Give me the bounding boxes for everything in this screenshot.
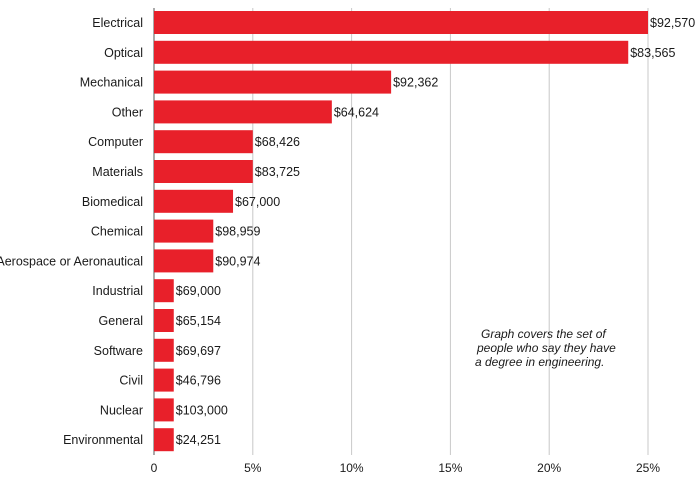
bar-industrial bbox=[154, 279, 174, 303]
bar-electrical bbox=[154, 11, 648, 34]
data-label: $69,000 bbox=[176, 284, 221, 298]
data-label: $67,000 bbox=[235, 195, 280, 209]
data-label: $68,426 bbox=[255, 135, 300, 149]
bar-nuclear bbox=[154, 398, 174, 422]
category-label: Aerospace or Aeronautical bbox=[0, 254, 143, 268]
bar-materials bbox=[154, 160, 253, 183]
bar-general bbox=[154, 309, 174, 332]
data-label: $46,796 bbox=[176, 374, 221, 388]
category-label: Electrical bbox=[92, 16, 143, 30]
data-label: $83,565 bbox=[630, 46, 675, 60]
bar-mechanical bbox=[154, 70, 392, 94]
bar-environmental bbox=[154, 428, 174, 452]
category-labels: Electrical Optical Mechanical Other Computer… bbox=[0, 16, 143, 447]
category-label: Industrial bbox=[92, 284, 143, 298]
category-label: Chemical bbox=[91, 225, 143, 239]
category-label: Optical bbox=[104, 46, 143, 60]
bar-software bbox=[154, 338, 174, 362]
data-label: $65,154 bbox=[176, 314, 221, 328]
category-label: Mechanical bbox=[80, 76, 143, 90]
category-label: Software bbox=[94, 344, 143, 358]
category-label: General bbox=[99, 314, 143, 328]
bar-civil bbox=[154, 368, 174, 392]
bars bbox=[154, 11, 648, 452]
x-tick-label: 10% bbox=[340, 461, 364, 475]
data-label: $64,624 bbox=[334, 105, 379, 119]
bar-biomedical bbox=[154, 189, 234, 213]
data-label: $103,000 bbox=[176, 403, 228, 417]
annotation-line-2: people who say they have bbox=[476, 341, 616, 355]
x-tick-label: 25% bbox=[636, 461, 660, 475]
category-label: Nuclear bbox=[100, 403, 143, 417]
category-label: Biomedical bbox=[82, 195, 143, 209]
x-tick-label: 15% bbox=[438, 461, 462, 475]
x-tick-label: 20% bbox=[537, 461, 561, 475]
category-label: Civil bbox=[119, 374, 143, 388]
data-label: $69,697 bbox=[176, 344, 221, 358]
annotation-line-3: a degree in engineering. bbox=[475, 355, 604, 369]
data-label: $92,362 bbox=[393, 76, 438, 90]
x-tick-label: 5% bbox=[244, 461, 262, 475]
bar-computer bbox=[154, 130, 253, 154]
annotation: Graph covers the set of people who say t… bbox=[475, 327, 616, 369]
data-label: $90,974 bbox=[215, 254, 260, 268]
category-label: Materials bbox=[92, 165, 143, 179]
x-axis-ticks: 0 5% 10% 15% 20% 25% bbox=[151, 461, 661, 475]
data-label: $92,570 bbox=[650, 16, 695, 30]
category-label: Environmental bbox=[63, 433, 143, 447]
bar-optical bbox=[154, 40, 629, 64]
data-label: $24,251 bbox=[176, 433, 221, 447]
data-label: $83,725 bbox=[255, 165, 300, 179]
bar-aerospace-or-aeronautical bbox=[154, 249, 214, 273]
x-tick-label: 0 bbox=[151, 461, 158, 475]
annotation-line-1: Graph covers the set of bbox=[481, 327, 607, 341]
data-label: $98,959 bbox=[215, 225, 260, 239]
bar-other bbox=[154, 100, 332, 124]
bar-chemical bbox=[154, 219, 214, 243]
category-label: Other bbox=[112, 105, 143, 119]
value-labels: $92,570 $83,565 $92,362 $64,624 $68,426 $83,7… bbox=[176, 16, 695, 447]
category-label: Computer bbox=[88, 135, 143, 149]
